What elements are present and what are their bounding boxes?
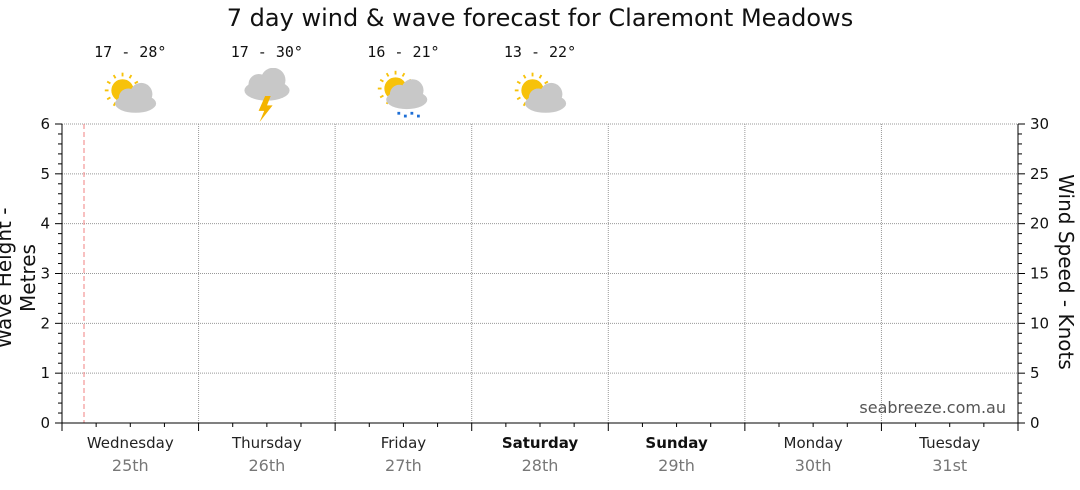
y-right-tick-label: 30 — [1030, 115, 1049, 133]
day-name: Monday — [783, 434, 843, 452]
temperature-range: 13 - 22° — [503, 43, 577, 61]
partly-cloudy-icon — [510, 68, 570, 124]
y-left-tick-label: 1 — [40, 364, 50, 382]
day-label-tuesday: Tuesday 31st — [882, 434, 1018, 475]
day-label-wednesday: Wednesday 25th — [62, 434, 198, 475]
day-name: Tuesday — [919, 434, 981, 452]
y-left-tick-label: 2 — [40, 314, 50, 332]
day-date: 25th — [111, 456, 149, 475]
day-date: 30th — [794, 456, 832, 475]
temperature-range: 17 - 28° — [94, 43, 167, 61]
day-name: Thursday — [231, 434, 302, 452]
y-right-tick-label: 0 — [1030, 414, 1040, 432]
y-left-tick-label: 5 — [40, 165, 50, 183]
day-date: 28th — [521, 456, 559, 475]
watermark: seabreeze.com.au — [859, 398, 1006, 417]
partly-cloudy-icon — [100, 68, 160, 124]
day-name: Wednesday — [86, 434, 174, 452]
y-left-tick-label: 4 — [40, 215, 50, 233]
day-date: 29th — [658, 456, 695, 475]
day-label-saturday: Saturday 28th — [472, 434, 608, 475]
temperature-range: 17 - 30° — [230, 43, 303, 61]
storm-icon — [237, 67, 297, 124]
y-left-tick-label: 3 — [40, 265, 50, 283]
day-date: 31st — [932, 456, 968, 475]
day-label-thursday: Thursday 26th — [199, 434, 335, 475]
day-label-sunday: Sunday 29th — [609, 434, 745, 475]
chart-title: 7 day wind & wave forecast for Claremont… — [226, 4, 854, 32]
day-date: 26th — [248, 456, 286, 475]
temperature-range: 16 - 21° — [367, 43, 440, 61]
day-name: Friday — [380, 434, 427, 452]
day-label-friday: Friday 27th — [335, 434, 471, 475]
day-name: Sunday — [645, 434, 708, 452]
day-forecasts: 17 - 28° 17 - 30° 16 - 21° 13 - 22° — [0, 0, 1080, 125]
y-right-tick-label: 10 — [1030, 314, 1049, 332]
day-date: 27th — [385, 456, 422, 475]
day-label-monday: Monday 30th — [745, 434, 881, 475]
y-axis-left-label: Wave Height - Metres — [0, 208, 40, 349]
y-right-tick-label: 20 — [1030, 215, 1049, 233]
day-name: Saturday — [501, 434, 579, 452]
shower-icon — [373, 68, 433, 124]
y-right-tick-label: 15 — [1030, 265, 1049, 283]
y-right-tick-label: 25 — [1030, 165, 1049, 183]
y-left-tick-label: 6 — [40, 115, 50, 133]
y-left-tick-label: 0 — [40, 414, 50, 432]
y-right-tick-label: 5 — [1030, 364, 1040, 382]
y-axis-right-label: Wind Speed - Knots — [1054, 174, 1078, 370]
